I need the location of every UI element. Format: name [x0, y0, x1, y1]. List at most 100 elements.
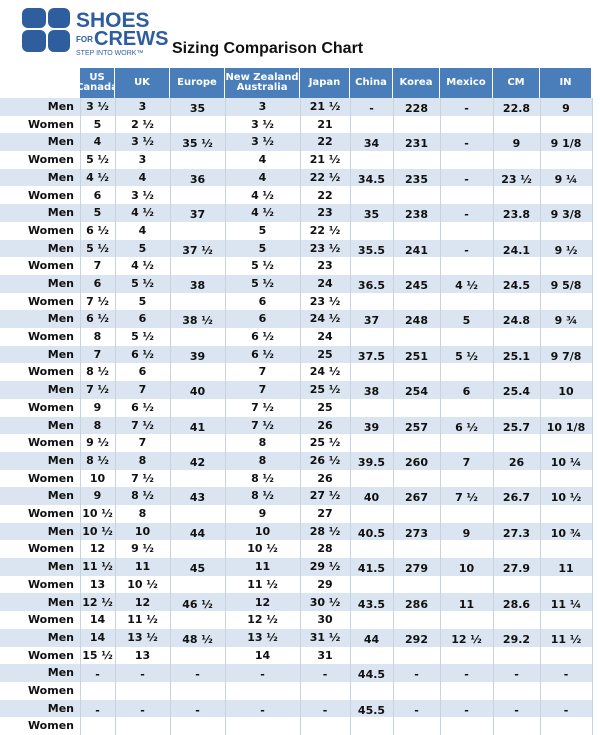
cell: 27 ½	[309, 489, 341, 503]
column-line	[393, 98, 394, 735]
row-label: Men	[47, 135, 74, 149]
cell: 27.3	[502, 526, 531, 540]
row-label: Men	[47, 453, 74, 467]
row-shade	[0, 522, 592, 541]
cell: 21	[317, 117, 333, 131]
cell: 3 ½	[86, 100, 109, 114]
column-header: US Canada	[76, 68, 118, 98]
cell: 9	[462, 526, 471, 540]
cell: 4 ½	[86, 170, 109, 184]
row-shade	[0, 416, 592, 435]
column-header: IN	[540, 68, 592, 98]
cell: 11	[458, 597, 475, 611]
row-label: Women	[27, 188, 74, 202]
cell: 7 ½	[131, 418, 154, 432]
logo-tagline: STEP INTO WORK™	[76, 50, 143, 57]
cell: 5 ½	[455, 349, 478, 363]
cell: 7	[93, 259, 102, 273]
row-label: Men	[47, 312, 74, 326]
cell: 4 ½	[131, 206, 154, 220]
cell: 10 ½	[550, 491, 582, 505]
cell: 35 ½	[182, 137, 213, 151]
cell: 11 ½	[127, 613, 158, 627]
cell: 35.5	[357, 243, 386, 257]
cell: 8 ½	[251, 489, 274, 503]
cell: 9 ½	[131, 542, 154, 556]
row-label: Men	[47, 666, 74, 680]
cell: 39	[189, 349, 206, 363]
cell: 4	[93, 135, 102, 149]
row-label: Men	[47, 100, 74, 114]
cell: 23 ½	[501, 172, 532, 186]
row-shade	[0, 593, 592, 612]
cell: 37	[363, 314, 380, 328]
cell: 24.5	[502, 279, 531, 292]
cell: -	[464, 137, 469, 151]
cell: 7	[138, 436, 147, 450]
cell: 245	[405, 279, 428, 292]
cell: 6	[258, 312, 267, 326]
cell: -	[464, 703, 469, 717]
cell: 13	[134, 648, 151, 662]
cell: 30 ½	[309, 595, 341, 609]
cell: 24 ½	[309, 365, 341, 379]
cell: 10 1/8	[546, 420, 586, 434]
cell: 41	[189, 420, 206, 434]
cell: 39	[363, 420, 380, 434]
row-label: Women	[27, 613, 74, 627]
cell: 5 ½	[86, 241, 109, 255]
cell: 41.5	[357, 562, 386, 576]
logo-text: SHOES	[76, 9, 150, 32]
logo-text: CREWS	[94, 28, 168, 50]
column-header: Korea	[393, 68, 440, 98]
row-label: Men	[47, 241, 74, 255]
cell: -	[369, 102, 374, 116]
row-label: Men	[47, 277, 74, 290]
cell: 23 ½	[309, 294, 341, 308]
cell: 24 ½	[309, 312, 341, 326]
cell: 43	[189, 491, 206, 505]
cell: 22.8	[502, 102, 531, 116]
cell: 46 ½	[182, 597, 213, 611]
cell: 12 ½	[82, 595, 113, 609]
cell: 23 ½	[309, 241, 341, 255]
cell: 29.2	[502, 632, 531, 646]
cell: 10 ½	[82, 507, 113, 521]
cell: 10	[254, 524, 271, 538]
cell: 10 ½	[127, 577, 158, 591]
cell: -	[322, 703, 328, 717]
cell: 22 ½	[309, 223, 341, 237]
cell: -	[563, 668, 569, 682]
column-line	[225, 98, 226, 735]
cell: 27.9	[502, 562, 531, 576]
cell: 4 ½	[455, 279, 478, 292]
cell: 267	[405, 491, 428, 505]
row-label: Men	[47, 701, 74, 715]
cell: 44.5	[357, 668, 386, 682]
row-label: Women	[27, 471, 74, 485]
row-shade	[0, 239, 592, 258]
cell: 31	[317, 648, 333, 662]
cell: 40	[189, 385, 206, 399]
cell: 5 ½	[251, 277, 274, 290]
cell: 25	[317, 347, 333, 361]
cell: 9 1/8	[550, 137, 582, 151]
row-label: Men	[47, 524, 74, 538]
row-shade	[0, 310, 592, 329]
cell: 9	[562, 102, 570, 116]
cell: 10 ¾	[550, 526, 582, 540]
cell: 12 ½	[247, 613, 278, 627]
cell: 4	[258, 170, 267, 184]
column-line	[350, 98, 351, 735]
cell: 9 3/8	[550, 208, 582, 222]
cell: 14	[89, 613, 106, 627]
cell: 5 ½	[251, 259, 274, 273]
cell: 44	[189, 526, 206, 540]
cell: 238	[405, 208, 428, 222]
cell: 25 ½	[309, 383, 341, 397]
cell: 44	[363, 632, 380, 646]
row-label: Men	[47, 595, 74, 609]
cell: 9	[258, 507, 267, 521]
cell: -	[563, 703, 569, 717]
cell: 48 ½	[182, 632, 213, 646]
